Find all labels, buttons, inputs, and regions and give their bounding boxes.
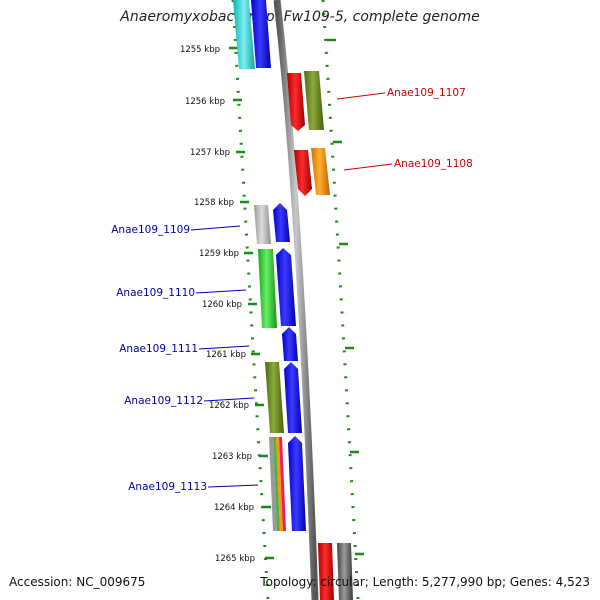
tick-label: 1264 kbp (214, 503, 254, 513)
gene-block[interactable] (304, 71, 324, 130)
gene-label[interactable]: Anae109_1107 (387, 87, 466, 99)
gene-block[interactable] (311, 148, 330, 195)
gene-label[interactable]: Anae109_1111 (119, 343, 198, 355)
genes-bottom (318, 543, 353, 600)
gene-label[interactable]: Anae109_1112 (124, 395, 203, 407)
gene-label[interactable]: Anae109_1108 (394, 158, 473, 170)
gene-block[interactable] (273, 437, 280, 531)
gene-block[interactable] (269, 437, 277, 531)
genome-backbone (273, 0, 319, 600)
genes-right (287, 71, 330, 196)
tick-label: 1256 kbp (185, 97, 225, 107)
tick-label: 1259 kbp (199, 249, 239, 259)
gene-block[interactable] (282, 327, 298, 361)
gene-block[interactable] (258, 249, 277, 328)
ruler-left (231, 0, 270, 600)
gene-block[interactable] (287, 73, 305, 131)
label-leader-lines (190, 92, 393, 488)
ruler-right (321, 0, 360, 600)
genome-title: Anaeromyxobacter sp. Fw109-5, complete g… (120, 9, 480, 25)
tick-label: 1255 kbp (180, 45, 220, 55)
gene-label[interactable]: Anae109_1110 (116, 287, 195, 299)
gene-label[interactable]: Anae109_1109 (111, 224, 190, 236)
gene-block[interactable] (288, 436, 306, 531)
tick-label: 1260 kbp (202, 300, 242, 310)
tick-label: 1262 kbp (209, 401, 249, 411)
ruler-major-ticks (229, 38, 364, 560)
gene-block[interactable] (254, 205, 271, 244)
gene-block[interactable] (233, 0, 255, 69)
tick-label: 1261 kbp (206, 350, 246, 360)
tick-label: 1265 kbp (215, 554, 255, 564)
genes-middle (254, 203, 306, 531)
gene-block[interactable] (284, 362, 302, 433)
tick-label: 1258 kbp (194, 198, 234, 208)
genome-summary: Topology: circular; Length: 5,277,990 bp… (260, 575, 590, 589)
genes-top (233, 0, 271, 69)
tick-labels: 1255 kbp 1256 kbp 1257 kbp 1258 kbp 1259… (180, 45, 255, 564)
gene-block[interactable] (276, 248, 296, 326)
gene-block[interactable] (276, 437, 283, 531)
gene-block[interactable] (265, 362, 284, 433)
gene-block[interactable] (294, 150, 312, 196)
gene-block[interactable] (273, 203, 290, 242)
accession-text: Accession: NC_009675 (9, 575, 146, 589)
gene-label[interactable]: Anae109_1113 (128, 481, 207, 493)
tick-label: 1257 kbp (190, 148, 230, 158)
gene-block[interactable] (318, 543, 334, 600)
gene-block[interactable] (251, 0, 271, 68)
gene-block[interactable] (279, 437, 286, 531)
tick-label: 1263 kbp (212, 452, 252, 462)
gene-block[interactable] (337, 543, 353, 600)
